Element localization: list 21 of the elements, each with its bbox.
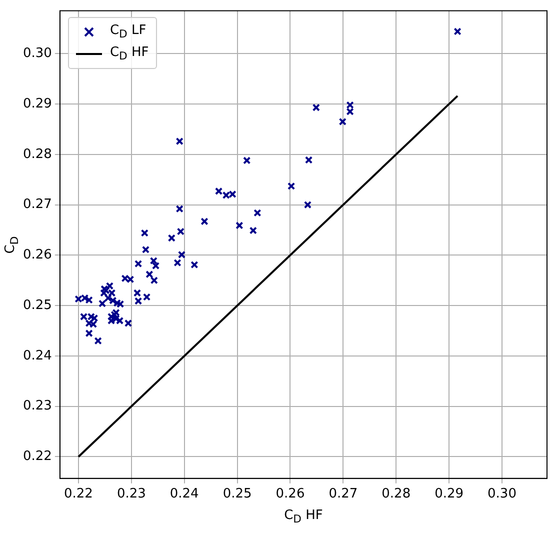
x-tick-label: 0.30 bbox=[488, 486, 516, 502]
y-tick-label: 0.28 bbox=[22, 146, 52, 162]
x-tick-label: 0.28 bbox=[382, 486, 411, 502]
y-tick-label: 0.26 bbox=[22, 248, 52, 263]
legend-label: C$_{D}$ LF bbox=[110, 23, 146, 41]
x-tick-label: 0.29 bbox=[434, 486, 464, 502]
y-tick-label: 0.29 bbox=[22, 96, 52, 112]
y-tick-label: 0.30 bbox=[22, 46, 52, 62]
x-axis-title: C$_{D}$ HF bbox=[284, 508, 323, 526]
y-tick-label: 0.27 bbox=[22, 197, 52, 212]
y-tick-label: 0.25 bbox=[22, 298, 52, 313]
y-tick-label: 0.24 bbox=[22, 348, 52, 364]
x-tick-label: 0.23 bbox=[116, 486, 146, 502]
x-tick-label: 0.25 bbox=[222, 486, 252, 502]
x-tick-label: 0.24 bbox=[170, 486, 199, 502]
y-tick-label: 0.23 bbox=[22, 398, 52, 414]
y-tick-label: 0.22 bbox=[22, 449, 52, 464]
x-tick-label: 0.27 bbox=[328, 486, 358, 502]
x-tick-label: 0.26 bbox=[276, 486, 305, 502]
legend-label: C$_{D}$ HF bbox=[110, 45, 149, 63]
x-tick-label: 0.22 bbox=[64, 486, 93, 502]
